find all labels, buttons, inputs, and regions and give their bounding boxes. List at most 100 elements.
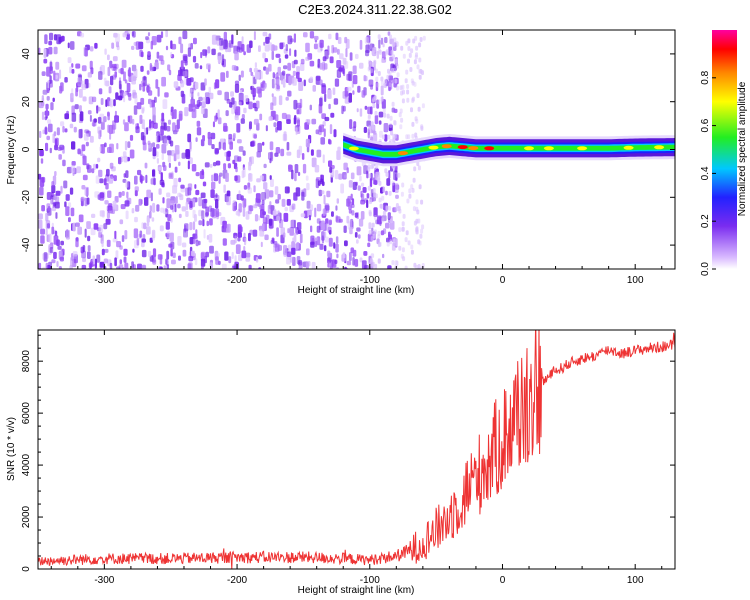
spectrogram-noise-cell: [383, 83, 387, 88]
spectrogram-noise-cell: [374, 115, 379, 125]
spectrogram-noise-cell: [291, 169, 294, 180]
spectrogram-noise-cell: [136, 102, 142, 110]
spectrogram-noise-cell: [53, 70, 56, 81]
spectrogram-noise-cell: [328, 138, 331, 145]
spectrogram-noise-cell: [371, 227, 374, 235]
spectrogram-noise-cell: [82, 257, 86, 263]
spectrogram-noise-cell: [180, 43, 184, 54]
spectrogram-noise-cell: [98, 130, 101, 140]
spectrogram-noise-cell: [405, 230, 409, 236]
spectrogram-noise-cell: [381, 217, 385, 223]
spectrogram-noise-cell: [60, 121, 65, 127]
spectrogram-noise-cell: [294, 115, 297, 125]
spectrogram-noise-cell: [87, 110, 92, 115]
spectrogram-noise-cell: [277, 66, 281, 76]
spectrogram-noise-cell: [94, 42, 98, 49]
spectrogram-noise-cell: [115, 92, 119, 100]
spectrogram-noise-cell: [87, 245, 91, 252]
spectrogram-noise-cell: [407, 46, 411, 51]
spectrogram-noise-cell: [149, 205, 152, 212]
spectrogram-noise-cell: [202, 181, 207, 187]
spectrogram-noise-cell: [88, 262, 93, 269]
spectrogram-noise-cell: [72, 251, 78, 257]
spectrogram-noise-cell: [413, 166, 417, 172]
spectrogram-noise-cell: [98, 71, 103, 80]
spectrogram-noise-cell: [373, 215, 377, 220]
spectrogram-noise-cell: [283, 131, 287, 141]
spectrogram-noise-cell: [328, 33, 332, 40]
spectrogram-noise-cell: [141, 222, 144, 229]
spectrogram-noise-cell: [264, 44, 270, 52]
spectrogram-noise-cell: [60, 240, 64, 246]
spectrogram-noise-cell: [211, 181, 216, 190]
spectrogram-noise-cell: [246, 44, 251, 53]
spectrogram-noise-cell: [274, 152, 279, 157]
spectrogram-noise-cell: [262, 223, 265, 232]
colorbar: 0.0 0.2 0.4 0.6 0.8 Normalized spectral ampl…: [700, 30, 748, 276]
spectrogram-noise-cell: [371, 222, 375, 228]
spectrogram-noise-cell: [284, 207, 288, 212]
spectrogram-noise-cell: [320, 137, 325, 145]
spectrogram-noise-cell: [156, 131, 160, 137]
spectrogram-noise-cell: [109, 133, 112, 140]
spectrogram-noise-cell: [382, 43, 385, 48]
spectrogram-noise-cell: [201, 210, 205, 220]
spectrogram-noise-cell: [377, 177, 381, 183]
spectrogram-noise-cell: [51, 222, 54, 227]
spectrogram-noise-cell: [93, 223, 99, 230]
spectrogram-noise-cell: [106, 168, 110, 177]
spectrogram-noise-cell: [241, 170, 245, 179]
spectrogram-noise-cell: [215, 256, 219, 265]
spectrogram-noise-cell: [168, 162, 171, 168]
spectrogram-noise-cell: [170, 248, 173, 257]
spectrogram-noise-cell: [281, 70, 286, 76]
spectrogram-noise-cell: [174, 145, 180, 155]
spectrogram-noise-cell: [211, 144, 215, 150]
spectrogram-noise-cell: [99, 192, 105, 201]
spectrogram-noise-cell: [69, 66, 73, 74]
spectrogram-noise-cell: [398, 112, 402, 118]
spectrogram-noise-cell: [53, 34, 58, 41]
spectrogram-noise-cell: [344, 174, 347, 179]
spectrogram-x-ticks: -300 -200 -100 0 100: [50, 30, 663, 286]
spectrogram-noise-cell: [54, 137, 59, 146]
spectrogram-noise-cell: [391, 180, 395, 186]
spectrogram-noise-cell: [269, 218, 273, 226]
spectrogram-noise-cell: [395, 194, 399, 199]
spectrogram-noise-cell: [363, 126, 368, 133]
spectrogram-noise-cell: [333, 98, 339, 105]
spectrogram-noise-cell: [158, 134, 164, 141]
chart-title: C2E3.2024.311.22.38.G02: [298, 2, 452, 17]
spectrogram-noise-cell: [408, 193, 412, 199]
spectrogram-noise-cell: [187, 263, 192, 269]
spectrogram-noise-cell: [58, 36, 61, 44]
spectrogram-noise-cell: [281, 198, 286, 207]
spectrogram-noise-cell: [363, 75, 367, 82]
spectrogram-noise-cell: [178, 113, 183, 122]
spectrogram-noise-cell: [66, 110, 69, 117]
spectrogram-noise-cell: [187, 183, 193, 191]
spectrogram-noise-cell: [349, 252, 352, 262]
spectrogram-noise-cell: [284, 54, 289, 59]
spectrogram-noise-cell: [215, 193, 218, 198]
y-tick-label: 6000: [21, 402, 32, 425]
spectrogram-noise-cell: [378, 49, 382, 55]
spectrogram-noise-cell: [252, 95, 255, 101]
spectrogram-noise-cell: [188, 262, 193, 269]
spectrogram-noise-cell: [147, 32, 151, 37]
spectrogram-noise-cell: [400, 117, 404, 123]
spectrogram-noise-cell: [166, 198, 171, 209]
spectrogram-noise-cell: [146, 70, 150, 75]
spectrogram-noise-cell: [393, 133, 397, 139]
spectrogram-noise-cell: [55, 212, 58, 219]
x-tick-label: -100: [360, 575, 380, 586]
spectrogram-noise-cell: [152, 142, 156, 148]
spectrogram-noise-cell: [45, 228, 48, 236]
spectrogram-noise-cell: [170, 106, 174, 113]
spectrogram-noise-cell: [216, 39, 221, 46]
spectrogram-noise-cell: [419, 37, 423, 42]
spectrogram-noise-cell: [121, 235, 125, 242]
spectrogram-noise-cell: [243, 246, 246, 251]
spectrogram-noise-cell: [248, 161, 252, 171]
spectrogram-noise-cell: [39, 177, 45, 187]
